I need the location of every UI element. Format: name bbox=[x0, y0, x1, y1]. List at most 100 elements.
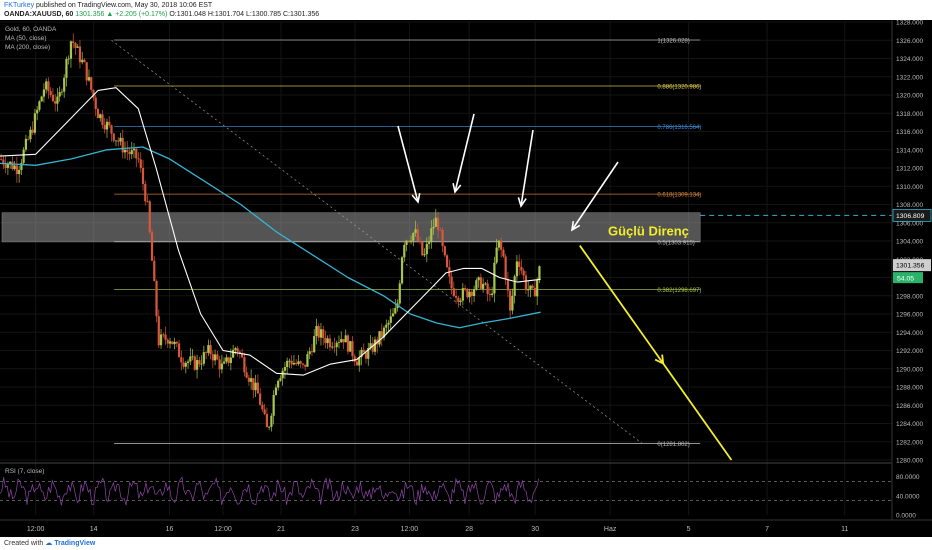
tradingview-brand[interactable]: TradingView bbox=[54, 540, 96, 547]
candle-body bbox=[42, 89, 46, 97]
chart-background bbox=[0, 20, 932, 537]
candle-body bbox=[430, 228, 433, 243]
rsi-line bbox=[0, 476, 540, 506]
candle-body bbox=[96, 109, 100, 119]
candle-body bbox=[283, 367, 287, 371]
candle-body bbox=[123, 149, 127, 153]
candle-body bbox=[2, 159, 5, 165]
ma200-line bbox=[0, 146, 541, 329]
candle-body bbox=[297, 361, 300, 364]
candle-body bbox=[200, 363, 203, 365]
price-tick-label: 1280.000 bbox=[896, 458, 923, 465]
candle-body bbox=[373, 339, 377, 352]
candle-body bbox=[522, 270, 525, 276]
candle-body bbox=[367, 348, 370, 359]
arrow-down-icon bbox=[654, 354, 665, 366]
candle-body bbox=[346, 335, 350, 352]
candle-body bbox=[349, 341, 352, 352]
candle-body bbox=[157, 316, 160, 346]
candle-body bbox=[175, 341, 178, 344]
candle-body bbox=[108, 121, 111, 126]
candle-body bbox=[389, 316, 392, 323]
price-chart[interactable]: 1(1326.028) 0.886(1320.986) 0.786(1316.564… bbox=[0, 20, 932, 537]
candle-body bbox=[223, 361, 226, 364]
time-tick-label: 28 bbox=[465, 526, 473, 533]
price-tick-label: 1296.000 bbox=[896, 312, 923, 319]
candle-body bbox=[211, 354, 214, 361]
candle-body bbox=[322, 329, 325, 338]
candle-body bbox=[74, 43, 77, 48]
candle-body bbox=[441, 230, 444, 247]
candle-body bbox=[56, 96, 59, 104]
arrow-down-icon bbox=[397, 125, 419, 203]
strong-resistance-label: Güçlü Direnç bbox=[608, 224, 689, 239]
candle-body bbox=[238, 351, 241, 354]
candle-body bbox=[150, 232, 154, 261]
price-tick-label: 1288.000 bbox=[896, 385, 923, 392]
time-tick-label: 12:00 bbox=[401, 526, 419, 533]
time-tick-label: 12:00 bbox=[214, 526, 232, 533]
candle-body bbox=[141, 168, 145, 185]
candle-body bbox=[391, 313, 395, 317]
candle-body bbox=[54, 101, 57, 104]
price-tick-label: 1312.000 bbox=[896, 166, 923, 173]
candle-body bbox=[29, 129, 32, 140]
candle-body bbox=[164, 334, 167, 340]
candle-body bbox=[421, 242, 424, 256]
candle-body bbox=[436, 217, 440, 230]
candle-body bbox=[515, 261, 519, 277]
candle-body bbox=[299, 361, 302, 364]
candle-body bbox=[416, 229, 419, 242]
candle-body bbox=[459, 300, 462, 302]
candle-body bbox=[9, 161, 12, 165]
candle-body bbox=[324, 337, 327, 344]
price-tick-label: 1318.000 bbox=[896, 111, 923, 118]
resistance-zone bbox=[1, 212, 701, 243]
candle-body bbox=[414, 229, 417, 233]
candle-body bbox=[114, 140, 118, 142]
candle-body bbox=[409, 240, 413, 242]
price-tick-label: 1316.000 bbox=[896, 129, 923, 136]
arrow-down-icon bbox=[454, 113, 475, 193]
candle-body bbox=[36, 109, 39, 114]
candle-body bbox=[11, 161, 14, 170]
candle-body bbox=[103, 124, 106, 130]
candle-body bbox=[270, 415, 273, 427]
candle-body bbox=[418, 241, 422, 243]
time-tick-label: 7 bbox=[765, 526, 769, 533]
candle-body bbox=[38, 101, 41, 110]
candle-body bbox=[326, 338, 329, 344]
tradingview-logo-icon: ☁ bbox=[45, 540, 53, 547]
candle-body bbox=[241, 353, 244, 358]
candle-body bbox=[304, 364, 307, 367]
time-tick-label: 30 bbox=[531, 526, 539, 533]
candle-body bbox=[432, 226, 435, 229]
arrow-down-icon-head bbox=[570, 220, 581, 232]
fib-level-label: 0.5(1303.915) bbox=[657, 240, 694, 246]
candle-body bbox=[495, 247, 498, 263]
time-tick-label: Haz bbox=[604, 526, 617, 533]
candle-body bbox=[268, 426, 271, 428]
candle-body bbox=[412, 232, 415, 241]
fib-level-label: 0.886(1320.986) bbox=[657, 85, 701, 91]
candle-body bbox=[126, 149, 129, 152]
candle-body bbox=[491, 293, 494, 295]
candle-body bbox=[466, 288, 469, 298]
candle-body bbox=[259, 393, 262, 405]
candle-body bbox=[218, 359, 221, 370]
candle-body bbox=[475, 280, 478, 290]
price-tick-label: 1292.000 bbox=[896, 348, 923, 355]
time-tick-label: 16 bbox=[166, 526, 174, 533]
rsi-tick-label: 40.0000 bbox=[896, 493, 920, 500]
candle-body bbox=[225, 357, 228, 362]
candle-body bbox=[405, 240, 408, 245]
candle-body bbox=[536, 280, 539, 297]
fib-level-label: 1(1326.028) bbox=[657, 38, 689, 44]
publisher-name[interactable]: FKTurkey bbox=[4, 2, 35, 9]
candle-body bbox=[364, 352, 368, 359]
trend-line bbox=[111, 39, 643, 444]
candle-body bbox=[344, 335, 347, 343]
candle-body bbox=[78, 46, 82, 63]
price-tick-label: 1282.000 bbox=[896, 439, 923, 446]
candle-body bbox=[24, 138, 28, 150]
